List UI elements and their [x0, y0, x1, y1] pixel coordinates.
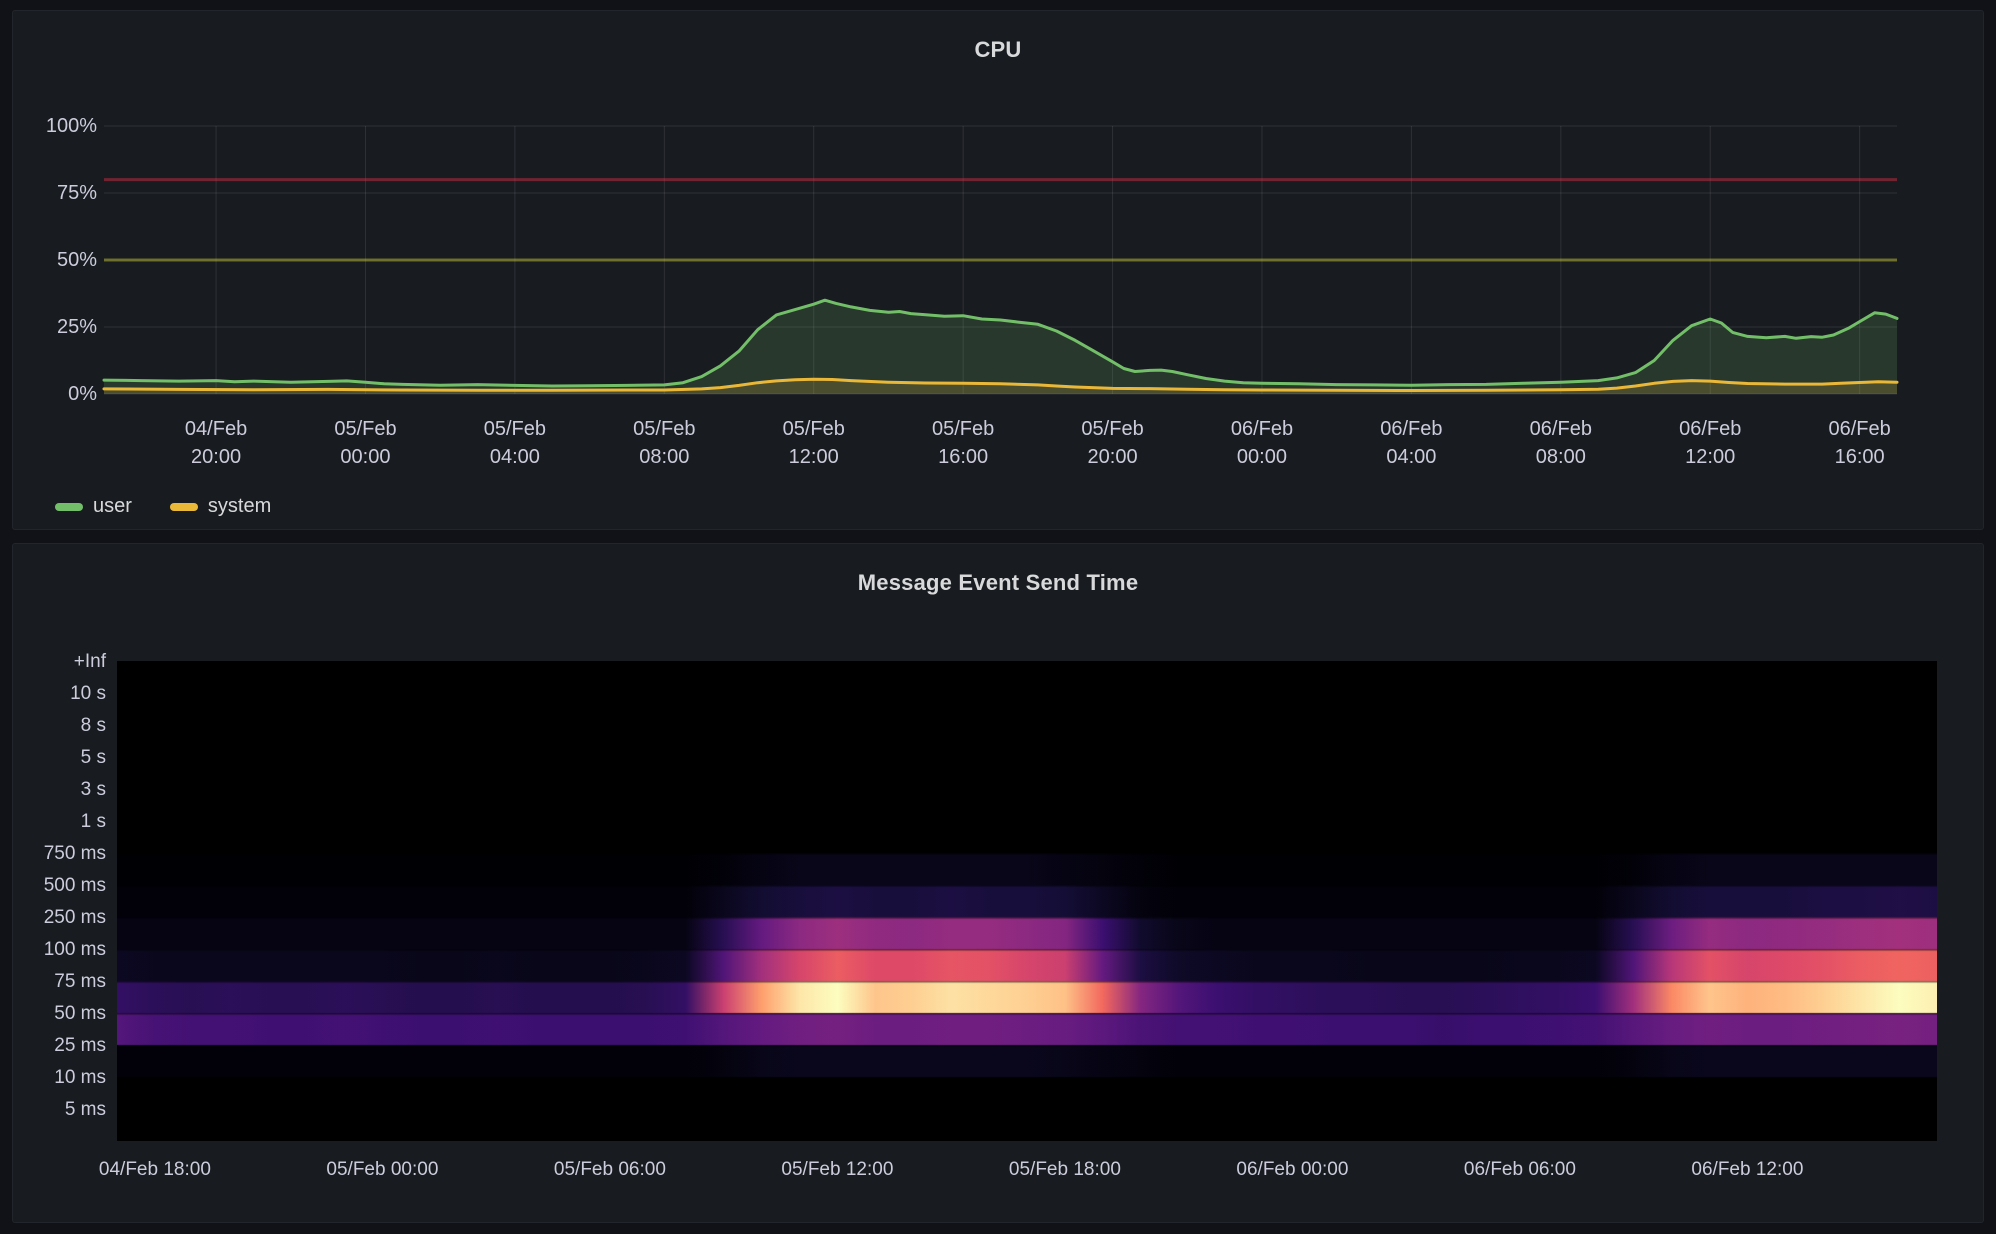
heatmap-x-tick-label: 05/Feb 12:00 [781, 1159, 894, 1180]
cpu-x-tick-time: 12:00 [788, 446, 839, 468]
heatmap-y-tick-label: 500 ms [43, 874, 106, 896]
legend-item-user[interactable]: user [55, 495, 132, 518]
legend-swatch-system [169, 502, 198, 511]
cpu-x-tick-time: 04:00 [1386, 446, 1437, 468]
cpu-x-tick-label: 06/Feb 00:00 [1231, 415, 1293, 471]
heatmap-y-tick-label: 75 ms [54, 970, 106, 992]
cpu-x-tick-time: 00:00 [1236, 446, 1287, 468]
cpu-x-tick-label: 05/Feb 20:00 [1081, 415, 1143, 471]
heatmap-y-tick-label: +Inf [73, 650, 106, 672]
heatmap-x-tick-label: 05/Feb 00:00 [326, 1159, 439, 1180]
heatmap-y-tick-label: 250 ms [43, 906, 106, 928]
cpu-x-tick-label: 06/Feb 16:00 [1829, 415, 1891, 471]
cpu-x-tick-time: 20:00 [1087, 446, 1138, 468]
cpu-x-tick-date: 04/Feb [184, 418, 248, 440]
cpu-x-tick-date: 06/Feb [1230, 418, 1294, 440]
cpu-legend: user system [55, 495, 271, 518]
cpu-x-tick-time: 16:00 [1834, 446, 1885, 468]
cpu-x-tick-time: 08:00 [1535, 446, 1586, 468]
cpu-x-tick-date: 05/Feb [1081, 418, 1144, 440]
heatmap-y-tick-label: 8 s [80, 714, 106, 736]
cpu-x-tick-label: 06/Feb 08:00 [1530, 415, 1592, 471]
cpu-x-tick-time: 04:00 [489, 446, 540, 468]
cpu-x-tick-label: 05/Feb 16:00 [932, 415, 994, 471]
cpu-x-tick-time: 20:00 [191, 446, 242, 468]
heatmap-x-tick-label: 06/Feb 00:00 [1236, 1159, 1349, 1180]
cpu-y-tick-label: 0% [68, 383, 97, 405]
cpu-x-tick-time: 08:00 [639, 446, 690, 468]
cpu-x-tick-date: 05/Feb [633, 418, 696, 440]
heatmap-x-tick-label: 06/Feb 12:00 [1691, 1159, 1804, 1180]
cpu-x-tick-label: 04/Feb 20:00 [185, 415, 247, 471]
cpu-x-tick-date: 06/Feb [1529, 418, 1592, 440]
heatmap-y-tick-label: 10 ms [54, 1066, 106, 1088]
cpu-x-tick-time: 00:00 [340, 446, 391, 468]
cpu-x-tick-date: 06/Feb [1380, 418, 1443, 440]
cpu-x-tick-time: 16:00 [938, 446, 989, 468]
heatmap-y-tick-label: 100 ms [43, 938, 106, 960]
heatmap-y-tick-label: 50 ms [54, 1002, 106, 1024]
cpu-panel-title[interactable]: CPU [974, 37, 1022, 62]
cpu-chart-plot[interactable] [13, 11, 1983, 529]
heatmap-panel: Message Event Send Time +Inf 10 s 8 s 5 s 3 … [12, 543, 1984, 1223]
heatmap-y-tick-label: 750 ms [43, 842, 106, 864]
cpu-x-tick-date: 06/Feb [1828, 418, 1891, 440]
heatmap-y-tick-label: 5 ms [64, 1098, 106, 1120]
cpu-x-tick-label: 05/Feb 00:00 [334, 415, 396, 471]
series-line-system [102, 377, 1899, 392]
cpu-x-tick-date: 05/Feb [483, 418, 547, 440]
heatmap-plot[interactable] [117, 661, 1937, 1141]
heatmap-y-tick-label: 3 s [80, 778, 106, 800]
heatmap-x-tick-label: 04/Feb 18:00 [98, 1159, 211, 1180]
cpu-x-tick-label: 05/Feb 04:00 [484, 415, 546, 471]
cpu-y-tick-label: 75% [56, 182, 97, 204]
cpu-x-tick-label: 06/Feb 04:00 [1380, 415, 1442, 471]
legend-label-user: user [93, 495, 132, 517]
heatmap-panel-title[interactable]: Message Event Send Time [857, 570, 1139, 595]
series-line-user [102, 298, 1899, 388]
heatmap-x-tick-label: 05/Feb 18:00 [1008, 1159, 1121, 1180]
legend-swatch-user [55, 502, 83, 511]
cpu-x-tick-label: 05/Feb 08:00 [633, 415, 695, 471]
cpu-panel: CPU 0% 25% 50% 75% 100% 04/Feb 20:00 05/Feb 00:… [12, 10, 1984, 530]
heatmap-x-tick-label: 06/Feb 06:00 [1463, 1159, 1576, 1180]
heatmap-y-tick-label: 25 ms [54, 1034, 106, 1056]
heatmap-y-tick-label: 5 s [80, 746, 106, 768]
heatmap-x-tick-label: 05/Feb 06:00 [553, 1159, 666, 1180]
cpu-x-tick-date: 06/Feb [1679, 418, 1742, 440]
cpu-x-tick-time: 12:00 [1685, 446, 1736, 468]
cpu-y-tick-label: 50% [56, 249, 97, 271]
cpu-x-tick-date: 05/Feb [932, 418, 995, 440]
cpu-y-tick-label: 100% [45, 115, 97, 137]
legend-item-system[interactable]: system [169, 495, 272, 518]
cpu-y-tick-label: 25% [56, 316, 97, 338]
heatmap-y-tick-label: 10 s [70, 682, 106, 704]
legend-label-system: system [207, 495, 272, 517]
series-area-user [104, 300, 1897, 394]
cpu-x-tick-date: 05/Feb [782, 418, 845, 440]
cpu-x-tick-label: 05/Feb 12:00 [783, 415, 845, 471]
cpu-x-tick-label: 06/Feb 12:00 [1679, 415, 1741, 471]
cpu-x-tick-date: 05/Feb [334, 418, 397, 440]
heatmap-y-tick-label: 1 s [80, 810, 106, 832]
